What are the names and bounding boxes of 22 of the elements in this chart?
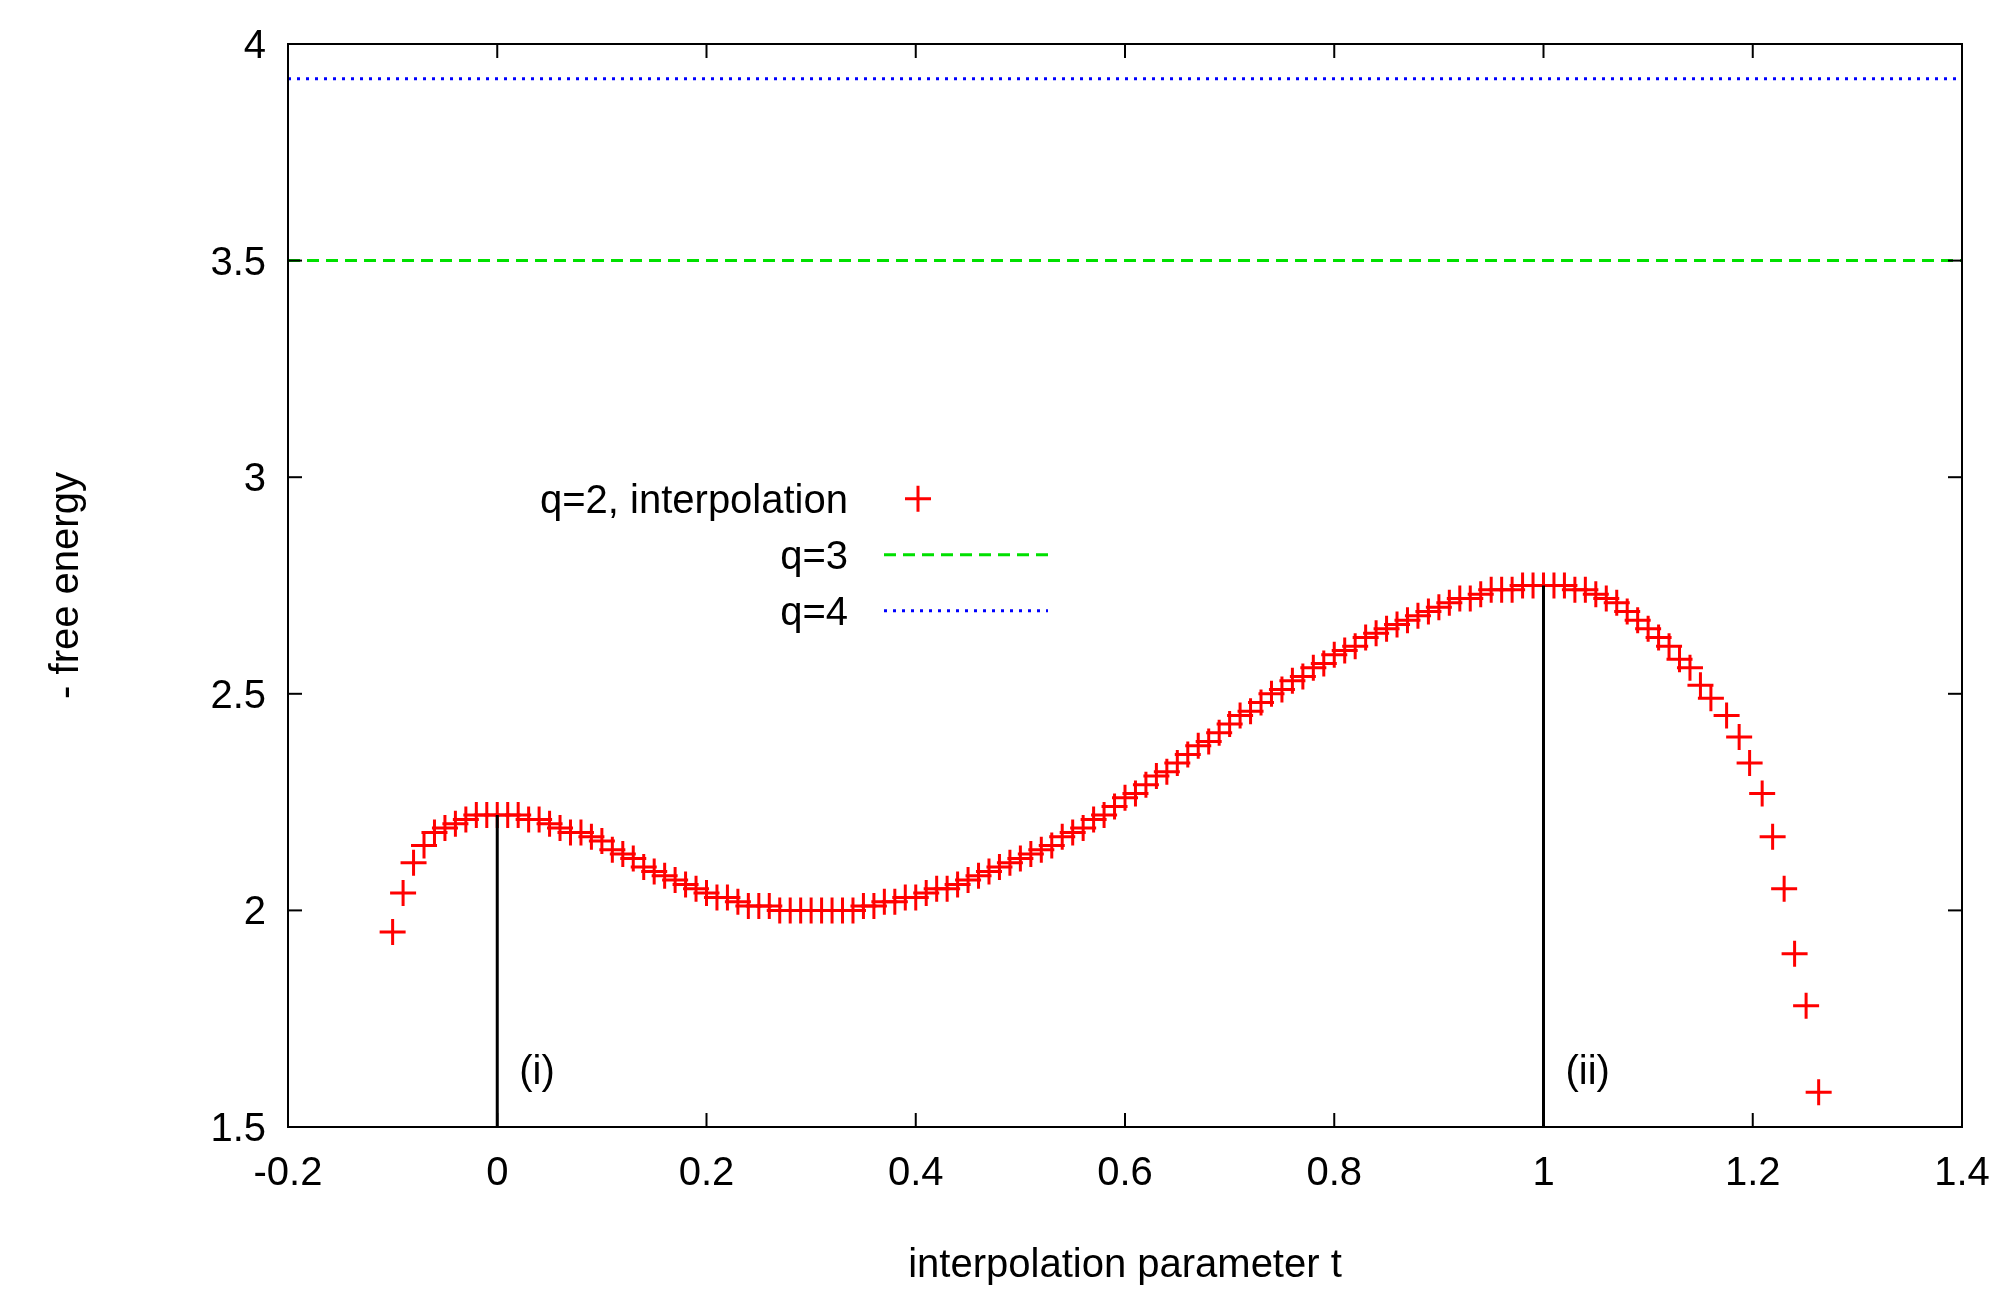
x-tick-label: 0 xyxy=(486,1149,509,1193)
y-tick-label: 3 xyxy=(243,455,266,500)
x-tick-label: 0.2 xyxy=(678,1149,735,1193)
x-axis-title: interpolation parameter t xyxy=(908,1241,1342,1285)
x-tick-label: 1.4 xyxy=(1934,1149,1990,1193)
legend-label: q=4 xyxy=(780,588,848,633)
x-tick-label: 0.8 xyxy=(1306,1149,1363,1193)
x-tick-label: 1 xyxy=(1532,1149,1555,1193)
y-tick-label: 3.5 xyxy=(210,238,266,283)
y-tick-label: 4 xyxy=(243,22,266,66)
x-tick-label: 0.4 xyxy=(887,1149,944,1193)
y-tick-label: 1.5 xyxy=(210,1105,266,1149)
y-tick-label: 2.5 xyxy=(210,671,266,716)
y-axis-title: - free energy xyxy=(42,472,86,699)
annotation: (i) xyxy=(519,1047,555,1092)
y-tick-label: 2 xyxy=(243,888,266,933)
x-tick-label: 0.6 xyxy=(1097,1149,1153,1193)
x-tick-label: 1.2 xyxy=(1724,1149,1781,1193)
legend-label: q=2, interpolation xyxy=(539,476,848,521)
annotation: (ii) xyxy=(1565,1047,1610,1092)
legend-label: q=3 xyxy=(780,532,848,577)
x-tick-label: -0.2 xyxy=(253,1149,323,1193)
